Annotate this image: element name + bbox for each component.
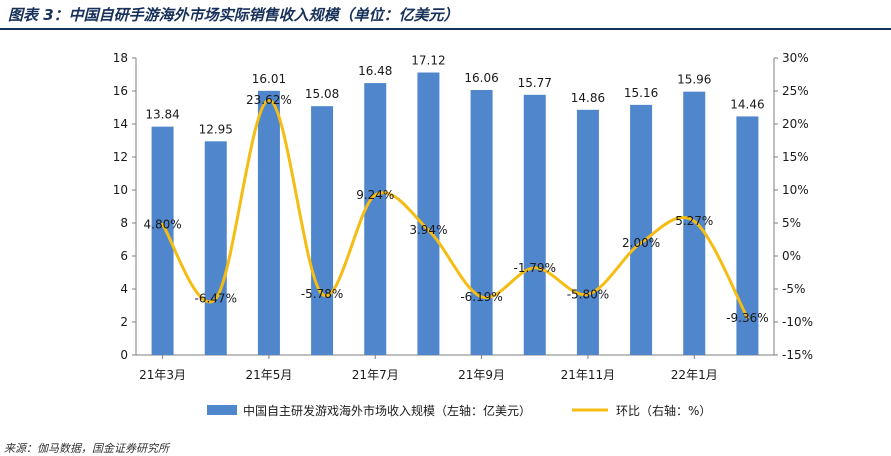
left-axis-tick-label: 16	[113, 84, 128, 98]
x-axis-tick-label: 21年11月	[561, 368, 616, 382]
bar	[151, 126, 174, 355]
bar	[257, 90, 280, 356]
left-axis-tick-label: 2	[120, 315, 128, 329]
line-value-label: -6.47%	[195, 292, 237, 306]
line-value-label: 4.80%	[144, 217, 182, 231]
bar-value-label: 16.06	[464, 71, 498, 85]
bar-value-label: 17.12	[411, 54, 445, 68]
line-value-label: 3.94%	[409, 223, 447, 237]
bar-value-label: 15.16	[624, 86, 658, 100]
left-axis-tick-label: 0	[120, 348, 128, 362]
bar	[576, 109, 599, 355]
line-value-label: 9.24%	[356, 188, 394, 202]
title-divider	[0, 28, 891, 30]
right-axis-tick-label: 25%	[782, 84, 809, 98]
figure-title: 图表 3：中国自研手游海外市场实际销售收入规模（单位：亿美元）	[8, 6, 459, 24]
source-note: 来源：伽马数据，国金证券研究所	[4, 442, 169, 455]
right-axis-tick-label: 0%	[782, 249, 801, 263]
line-value-label: -5.80%	[567, 287, 609, 301]
x-axis-tick-label: 21年5月	[245, 368, 292, 382]
bar	[417, 72, 440, 356]
left-axis-tick-label: 8	[120, 216, 128, 230]
line-value-label: -1.79%	[514, 261, 556, 275]
legend-line-label: 环比（右轴：%）	[616, 403, 711, 418]
bar	[683, 91, 706, 355]
bar-value-label: 15.08	[305, 87, 339, 101]
bar	[311, 106, 334, 356]
left-axis-tick-label: 6	[120, 249, 128, 263]
bar-value-label: 14.46	[730, 97, 764, 111]
left-axis-tick-label: 10	[113, 183, 128, 197]
x-axis-tick-label: 21年7月	[352, 368, 399, 382]
line-value-label: -5.78%	[301, 287, 343, 301]
bar	[736, 116, 759, 355]
x-axis-tick-label: 21年3月	[139, 368, 186, 382]
right-axis-tick-label: 20%	[782, 117, 809, 131]
bar	[630, 104, 653, 355]
right-axis-tick-label: -5%	[782, 282, 805, 296]
left-axis-tick-label: 14	[113, 117, 128, 131]
right-axis-tick-label: 5%	[782, 216, 801, 230]
right-axis-tick-label: -10%	[782, 315, 813, 329]
x-axis-tick-label: 22年1月	[671, 368, 718, 382]
right-axis-tick-label: 15%	[782, 150, 809, 164]
bar-value-label: 16.01	[252, 72, 286, 86]
bar-value-label: 15.96	[677, 73, 711, 87]
left-axis-tick-label: 12	[113, 150, 128, 164]
line-value-label: 23.62%	[246, 93, 292, 107]
line-value-label: -6.19%	[460, 290, 502, 304]
legend-bar-swatch	[207, 405, 237, 415]
x-axis-tick-label: 21年9月	[458, 368, 505, 382]
left-axis-tick-label: 4	[120, 282, 128, 296]
line-value-label: 5.27%	[675, 214, 713, 228]
legend-bar-label: 中国自主研发游戏海外市场收入规模（左轴：亿美元）	[243, 403, 531, 418]
bar-value-label: 14.86	[571, 91, 605, 105]
bar-value-label: 16.48	[358, 64, 392, 78]
right-axis-tick-label: 10%	[782, 183, 809, 197]
mom-line	[161, 98, 749, 320]
bar-value-label: 13.84	[145, 108, 179, 122]
bar	[523, 94, 546, 356]
bar-value-label: 12.95	[199, 122, 233, 136]
bar-value-label: 15.77	[518, 76, 552, 90]
combo-chart: 0 2 4 6 8 10 12 14 16 18 -15% -10% -5% 0% 5% 10% 15% 20% 2…	[113, 51, 813, 418]
bar	[364, 83, 387, 355]
bar	[470, 90, 493, 355]
right-axis-tick-label: 30%	[782, 51, 809, 65]
bar	[204, 141, 227, 355]
left-axis-tick-label: 18	[113, 51, 128, 65]
right-axis-tick-label: -15%	[782, 348, 813, 362]
line-value-label: -9.36%	[726, 311, 768, 325]
line-value-label: 2.00%	[622, 236, 660, 250]
